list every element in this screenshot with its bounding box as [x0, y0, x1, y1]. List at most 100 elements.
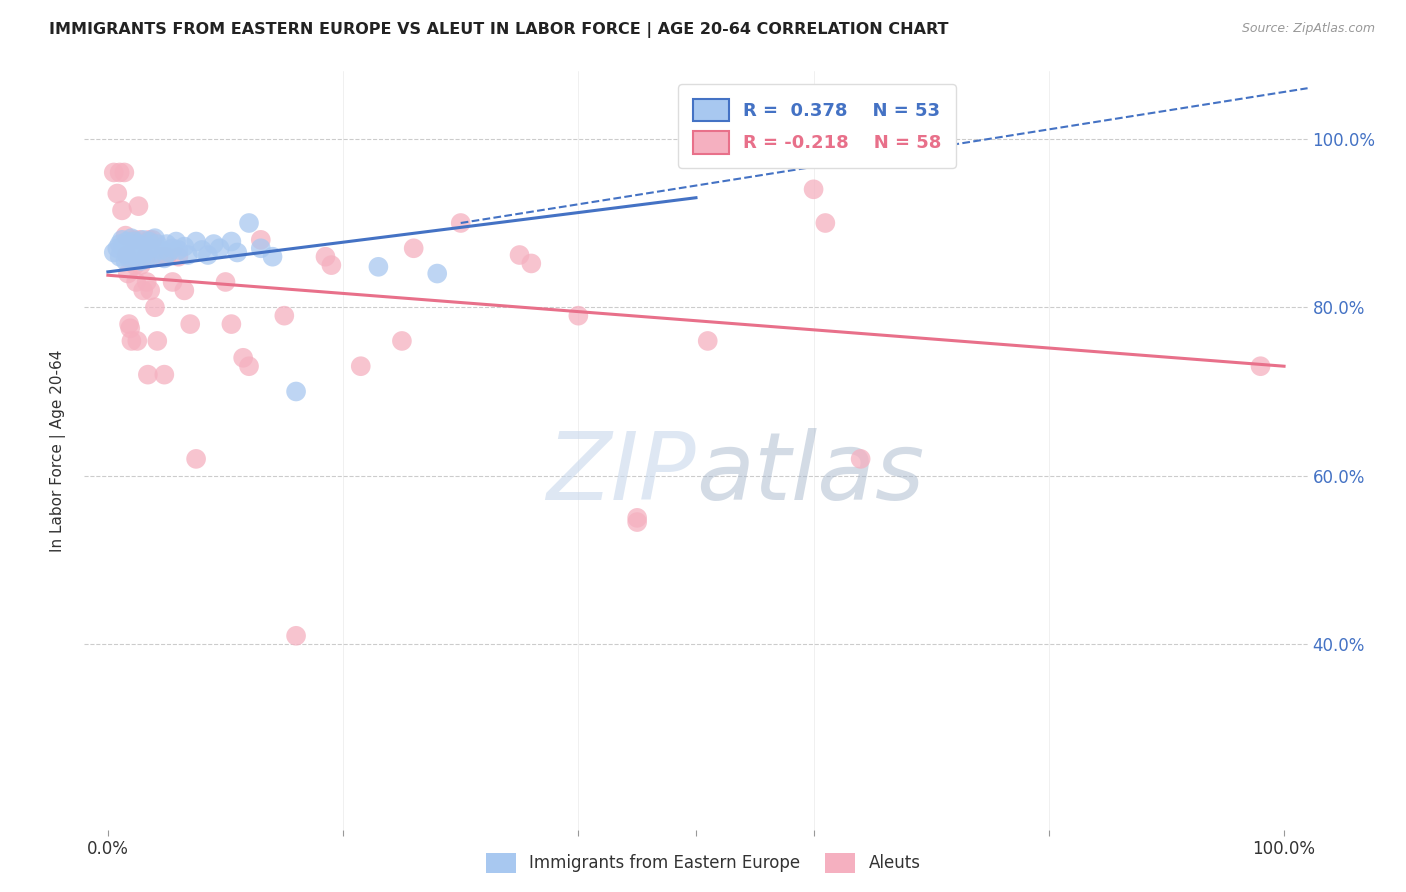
Point [139, 241, 162, 255]
Point [167, 250, 190, 264]
Point [226, 245, 249, 260]
Point [128, 243, 150, 257]
Point [139, 284, 162, 298]
Point [249, 241, 271, 255]
Point [112, 165, 135, 179]
Point [173, 239, 195, 253]
Text: Source: ZipAtlas.com: Source: ZipAtlas.com [1241, 22, 1375, 36]
Point [321, 258, 343, 272]
Point [122, 233, 145, 247]
Point [402, 241, 425, 255]
Point [136, 368, 159, 382]
Point [135, 275, 157, 289]
Point [124, 258, 146, 272]
Point [115, 248, 138, 262]
Point [567, 309, 589, 323]
Point [350, 359, 373, 374]
Point [114, 254, 136, 268]
Point [127, 199, 149, 213]
Point [214, 275, 236, 289]
Point [696, 334, 718, 348]
Point [221, 235, 243, 249]
Point [105, 241, 128, 255]
Point [118, 252, 141, 266]
Point [127, 252, 149, 266]
Point [134, 239, 156, 253]
Point [146, 334, 169, 348]
Point [285, 629, 308, 643]
Point [208, 241, 231, 255]
Point [191, 243, 214, 257]
Point [105, 186, 128, 201]
Point [197, 248, 219, 262]
Point [111, 203, 134, 218]
Point [202, 237, 225, 252]
Point [117, 248, 139, 262]
Point [129, 254, 152, 268]
Point [120, 321, 142, 335]
Point [520, 256, 543, 270]
Point [103, 245, 125, 260]
Point [179, 317, 201, 331]
Legend: Immigrants from Eastern Europe, Aleuts: Immigrants from Eastern Europe, Aleuts [479, 847, 927, 880]
Point [120, 334, 142, 348]
Point [138, 235, 160, 249]
Point [249, 233, 271, 247]
Point [157, 245, 180, 260]
Point [803, 182, 825, 196]
Point [238, 216, 260, 230]
Point [121, 245, 143, 260]
Point [108, 250, 131, 264]
Point [184, 235, 207, 249]
Point [108, 165, 131, 179]
Point [132, 233, 155, 247]
Point [135, 250, 157, 264]
Point [111, 233, 134, 247]
Point [115, 235, 138, 249]
Point [814, 216, 837, 230]
Point [118, 317, 141, 331]
Point [285, 384, 308, 399]
Point [273, 309, 295, 323]
Point [114, 228, 136, 243]
Point [124, 239, 146, 253]
Point [132, 284, 155, 298]
Text: IMMIGRANTS FROM EASTERN EUROPE VS ALEUT IN LABOR FORCE | AGE 20-64 CORRELATION C: IMMIGRANTS FROM EASTERN EUROPE VS ALEUT … [49, 22, 949, 38]
Point [143, 300, 166, 314]
Point [138, 233, 160, 247]
Point [450, 216, 472, 230]
Point [142, 248, 165, 262]
Point [262, 250, 284, 264]
Point [184, 451, 207, 466]
Point [146, 237, 169, 252]
Point [127, 334, 149, 348]
Point [165, 235, 187, 249]
Point [849, 451, 872, 466]
Point [626, 511, 648, 525]
Point [173, 284, 195, 298]
Point [117, 267, 139, 281]
Point [149, 243, 172, 257]
Point [156, 250, 179, 264]
Point [149, 250, 172, 264]
Point [153, 252, 176, 266]
Point [156, 237, 179, 252]
Point [127, 237, 149, 252]
Text: atlas: atlas [696, 427, 924, 519]
Point [509, 248, 531, 262]
Point [112, 239, 135, 253]
Point [120, 241, 142, 255]
Point [108, 237, 131, 252]
Point [1250, 359, 1272, 374]
Point [167, 243, 190, 257]
Point [177, 248, 200, 262]
Point [238, 359, 260, 374]
Point [367, 260, 389, 274]
Point [162, 241, 184, 255]
Point [103, 165, 125, 179]
Point [129, 258, 152, 272]
Point [221, 317, 243, 331]
Legend: R =  0.378    N = 53, R = -0.218    N = 58: R = 0.378 N = 53, R = -0.218 N = 58 [678, 84, 956, 168]
Point [391, 334, 413, 348]
Point [122, 235, 145, 249]
